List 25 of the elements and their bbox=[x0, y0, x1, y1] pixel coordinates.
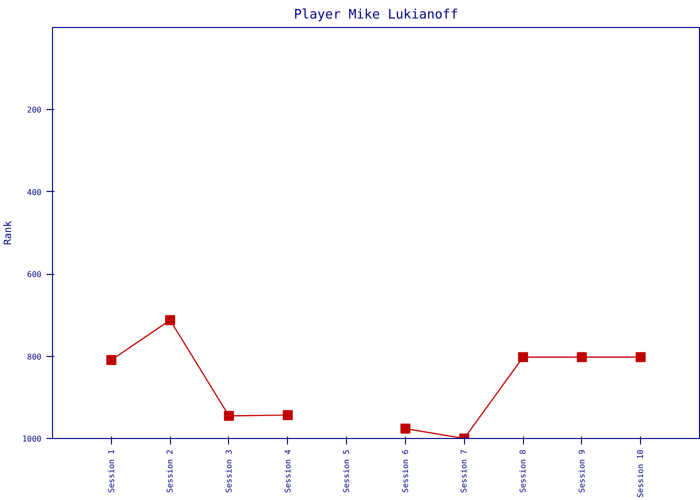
x-tick-label: Session 2 bbox=[166, 449, 175, 493]
x-tick-label: Session 3 bbox=[224, 449, 234, 493]
y-tick-label: 400 bbox=[27, 188, 42, 197]
point bbox=[576, 352, 587, 362]
x-tick-label: Session 5 bbox=[342, 449, 352, 493]
x-tick-label: Session 10 bbox=[636, 449, 646, 498]
x-tick-label: Session 8 bbox=[518, 449, 528, 493]
y-tick-label: 600 bbox=[27, 270, 42, 280]
x-tick-label: Session 4 bbox=[283, 449, 292, 493]
point bbox=[106, 355, 116, 365]
x-tick-label: Session 6 bbox=[400, 449, 410, 493]
point bbox=[165, 315, 176, 326]
y-tick-label: 1000 bbox=[22, 434, 42, 444]
y-tick-label: 200 bbox=[27, 106, 42, 115]
x-tick-label: Session 7 bbox=[460, 449, 469, 493]
point bbox=[224, 410, 234, 421]
point bbox=[636, 352, 646, 362]
y-tick-label: 800 bbox=[27, 352, 42, 362]
x-tick-label: Session 1 bbox=[106, 449, 116, 493]
x-tick-label: Session 9 bbox=[577, 449, 586, 493]
y-axis-title: Rank bbox=[3, 220, 14, 246]
point bbox=[400, 424, 410, 434]
chart-title: Player Mike Lukianoff bbox=[294, 8, 458, 22]
point bbox=[282, 410, 293, 420]
point bbox=[518, 352, 528, 362]
